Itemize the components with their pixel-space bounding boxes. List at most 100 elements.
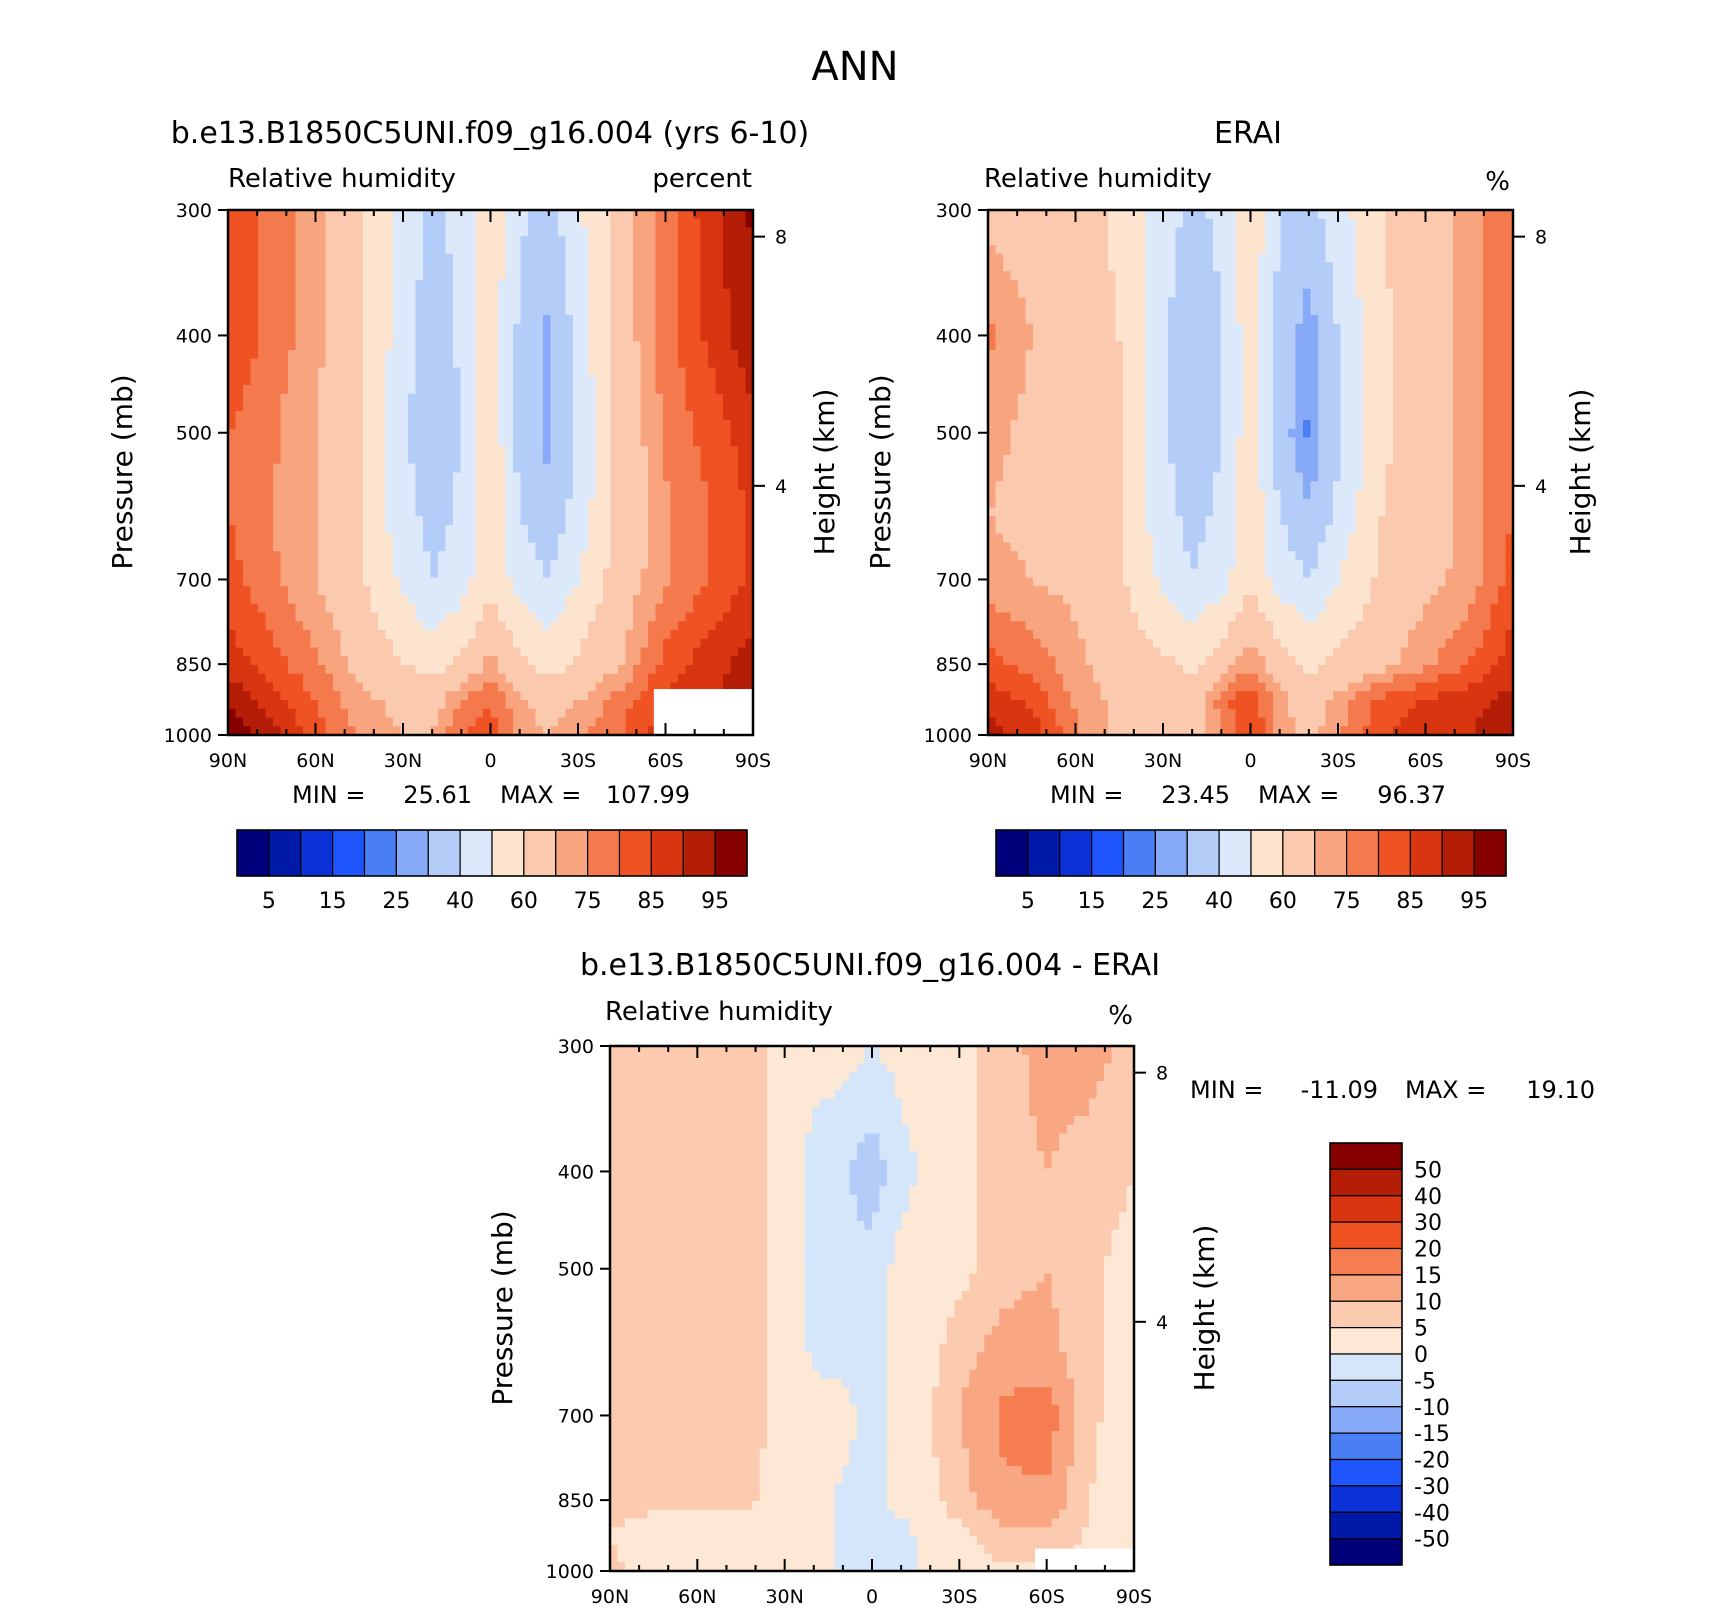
field-cell [1505,236,1514,246]
field-cell [408,350,417,360]
field-cell [648,516,657,526]
field-cell [543,551,552,561]
field-cell [550,525,559,535]
field-cell [1483,253,1492,264]
field-cell [460,577,469,587]
field-cell [325,218,334,229]
field-cell [1340,262,1349,272]
field-cell [228,253,237,264]
field-cell [543,315,552,325]
field-cell [235,306,244,316]
field-cell [745,437,754,447]
field-cell [520,560,529,570]
field-cell [1078,262,1087,272]
field-cell [1040,210,1049,220]
field-cell [723,315,732,325]
field-cell [370,245,379,255]
field-cell [693,682,702,692]
field-cell [318,726,327,736]
field-cell [310,245,319,255]
field-cell [258,525,267,535]
field-cell [1160,245,1169,255]
field-cell [708,315,717,325]
field-cell [228,507,237,517]
field-cell [363,227,372,237]
field-cell [610,708,619,719]
field-cell [348,280,357,290]
field-cell [310,297,319,307]
field-cell [288,682,297,692]
field-cell [363,533,372,544]
field-cell [1228,253,1237,264]
field-cell [438,533,447,544]
field-cell [543,630,552,640]
field-cell [1025,236,1034,246]
field-cell [303,455,312,465]
field-cell [745,341,754,351]
field-cell [1138,288,1147,299]
field-cell [445,341,454,351]
field-cell [580,525,589,535]
field-cell [483,323,492,334]
field-cell [460,568,469,579]
field-cell [738,218,747,229]
field-cell [415,323,424,334]
field-cell [370,350,379,360]
field-cell [370,218,379,229]
field-cell [310,420,319,430]
field-cell [1078,280,1087,290]
field-cell [370,455,379,465]
field-cell [505,385,514,395]
field-cell [340,560,349,570]
field-cell [348,420,357,430]
field-cell [498,210,507,220]
field-cell [535,525,544,535]
colorbar-swatch [332,829,366,877]
field-cell [258,595,267,605]
field-cell [273,726,282,736]
field-cell [685,656,694,666]
field-cell [475,612,484,622]
field-cell [693,638,702,649]
field-cell [258,306,267,316]
field-cell [1468,280,1477,290]
field-cell [363,455,372,465]
field-cell [693,245,702,255]
field-cell [280,708,289,719]
field-cell [678,577,687,587]
field-cell [280,498,289,509]
field-cell [588,490,597,500]
field-cell [310,665,319,675]
field-cell [625,446,634,456]
field-cell [250,498,259,509]
field-cell [618,673,627,684]
field-cell [273,245,282,255]
field-cell [565,428,574,439]
field-cell [633,490,642,500]
field-cell [1183,288,1192,299]
field-cell [550,638,559,649]
field-cell [633,253,642,264]
field-cell [528,210,537,220]
field-cell [1423,262,1432,272]
field-cell [648,472,657,482]
field-cell [580,323,589,334]
field-cell [715,603,724,614]
field-cell [700,490,709,500]
field-cell [1453,210,1462,220]
field-cell [475,717,484,727]
field-cell [1153,271,1162,281]
field-cell [400,455,409,465]
field-cell [730,455,739,465]
field-cell [505,525,514,535]
field-cell [325,691,334,701]
field-cell [1445,262,1454,272]
field-cell [378,245,387,255]
field-cell [505,323,514,334]
field-cell [295,236,304,246]
field-cell [1498,262,1507,272]
field-cell [408,481,417,491]
field-cell [663,420,672,430]
field-cell [730,253,739,264]
field-cell [610,481,619,491]
